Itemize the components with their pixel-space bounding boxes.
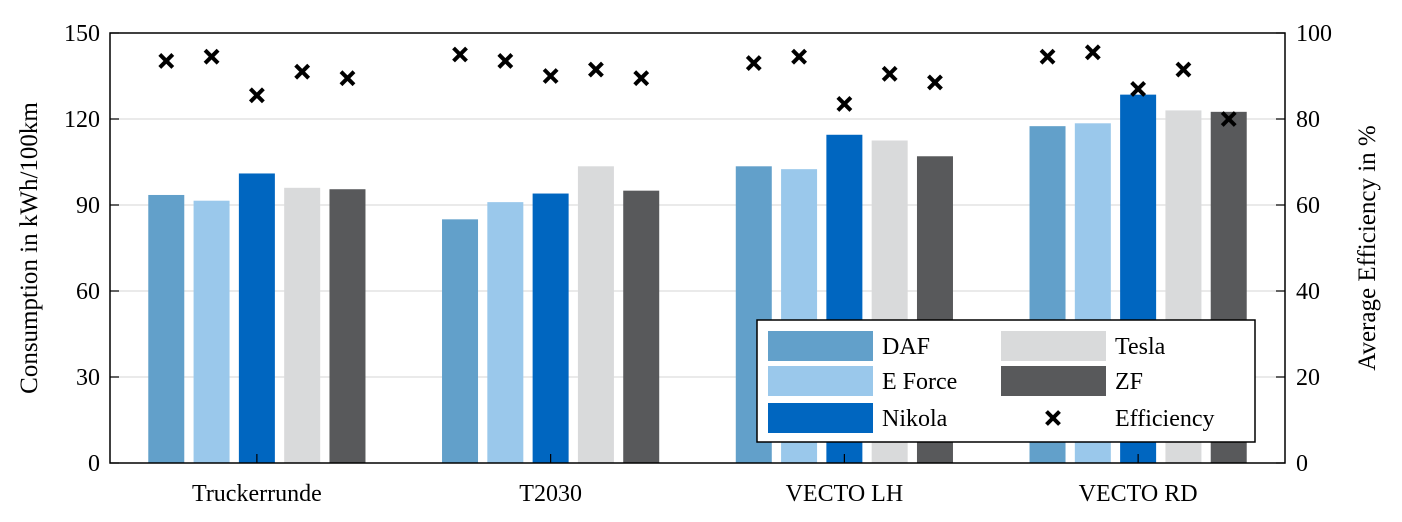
bar-zf: [329, 189, 366, 463]
left-tick-label: 0: [88, 451, 100, 477]
marker-stroke: [542, 68, 559, 84]
right-tick-label: 20: [1296, 365, 1320, 391]
marker-stroke: [745, 55, 762, 72]
efficiency-marker: [1175, 61, 1192, 78]
marker-stroke: [1130, 80, 1147, 97]
marker-stroke: [633, 70, 650, 87]
marker-stroke: [248, 87, 265, 104]
left-tick-label: 60: [76, 279, 100, 305]
marker-stroke: [881, 65, 898, 82]
marker-stroke: [158, 53, 175, 69]
bar-tesla: [577, 166, 614, 464]
left-tick-label: 120: [64, 107, 100, 133]
legend-swatch-tesla: [1001, 331, 1106, 361]
legend-marker-efficiency: [1045, 410, 1061, 426]
left-tick-label: 30: [76, 365, 100, 391]
efficiency-marker: [927, 74, 943, 91]
efficiency-marker: [1084, 44, 1101, 61]
legend-label-efficiency: Efficiency: [1115, 406, 1215, 432]
efficiency-marker: [158, 53, 175, 69]
efficiency-markers: [158, 44, 1237, 127]
bar-e-force: [193, 200, 230, 463]
marker-stroke: [339, 70, 356, 87]
category-label: Truckerrunde: [192, 481, 322, 507]
efficiency-marker: [497, 53, 514, 69]
legend-swatch-zf: [1001, 366, 1106, 396]
efficiency-marker: [294, 63, 311, 80]
efficiency-marker: [588, 61, 604, 78]
marker-stroke: [294, 63, 311, 80]
legend-swatch-nikola: [768, 403, 873, 433]
marker-stroke: [1220, 111, 1237, 127]
efficiency-marker: [745, 55, 762, 72]
marker-stroke: [927, 74, 943, 91]
left-tick-label: 90: [76, 193, 100, 219]
plot-area-frame: [109, 32, 1286, 464]
category-label: VECTO LH: [786, 481, 904, 507]
right-tick-label: 100: [1296, 21, 1332, 47]
marker-stroke: [1045, 410, 1061, 426]
bar-nikola: [532, 193, 569, 464]
marker-stroke: [1175, 61, 1192, 78]
right-y-axis: 0 20 40 60 80 100: [1296, 21, 1332, 477]
efficiency-marker: [248, 87, 265, 104]
efficiency-marker: [203, 48, 220, 65]
efficiency-marker: [452, 46, 468, 63]
efficiency-marker: [791, 48, 807, 65]
marker-stroke: [588, 61, 604, 78]
efficiency-marker: [1220, 111, 1237, 127]
efficiency-marker: [881, 65, 898, 82]
legend-label-zf: ZF: [1115, 369, 1143, 395]
marker-stroke: [452, 46, 468, 63]
marker-stroke: [497, 53, 514, 69]
category-label: T2030: [519, 481, 582, 507]
bar-daf: [442, 219, 479, 463]
legend: DAF Tesla E Force ZF Nikola Efficiency: [756, 319, 1256, 443]
bar-e-force: [487, 202, 524, 463]
axis-ticks: [110, 32, 1285, 464]
left-tick-label: 150: [64, 21, 100, 47]
marker-stroke: [1039, 48, 1056, 65]
marker-stroke: [203, 48, 220, 65]
right-tick-label: 80: [1296, 107, 1320, 133]
right-tick-label: 60: [1296, 193, 1320, 219]
y-axis-title: Consumption in kWh/100km: [16, 102, 43, 394]
efficiency-marker: [542, 68, 559, 84]
legend-label-nikola: Nikola: [882, 406, 948, 432]
marker-stroke: [791, 48, 807, 65]
bar-daf: [148, 194, 185, 463]
right-tick-label: 40: [1296, 279, 1320, 305]
efficiency-marker: [1130, 80, 1147, 97]
bar-tesla: [284, 187, 321, 464]
legend-label-e-force: E Force: [882, 369, 957, 395]
efficiency-marker: [633, 70, 650, 87]
marker-stroke: [1084, 44, 1101, 61]
legend-swatch-daf: [768, 331, 873, 361]
legend-label-daf: DAF: [882, 334, 930, 360]
legend-label-tesla: Tesla: [1115, 334, 1166, 360]
left-y-axis: 0 30 60 90 120 150: [64, 21, 100, 477]
bar-zf: [623, 190, 660, 463]
x-axis-categories: Truckerrunde T2030 VECTO LH VECTO RD: [192, 481, 1198, 507]
efficiency-marker: [339, 70, 356, 87]
efficiency-marker: [1039, 48, 1056, 65]
efficiency-marker: [836, 96, 853, 112]
bar-nikola: [238, 173, 275, 463]
legend-swatch-e-force: [768, 366, 873, 396]
right-tick-label: 0: [1296, 451, 1308, 477]
category-label: VECTO RD: [1079, 481, 1198, 507]
y2-axis-title: Average Efficiency in %: [1354, 125, 1381, 370]
marker-stroke: [836, 96, 853, 112]
